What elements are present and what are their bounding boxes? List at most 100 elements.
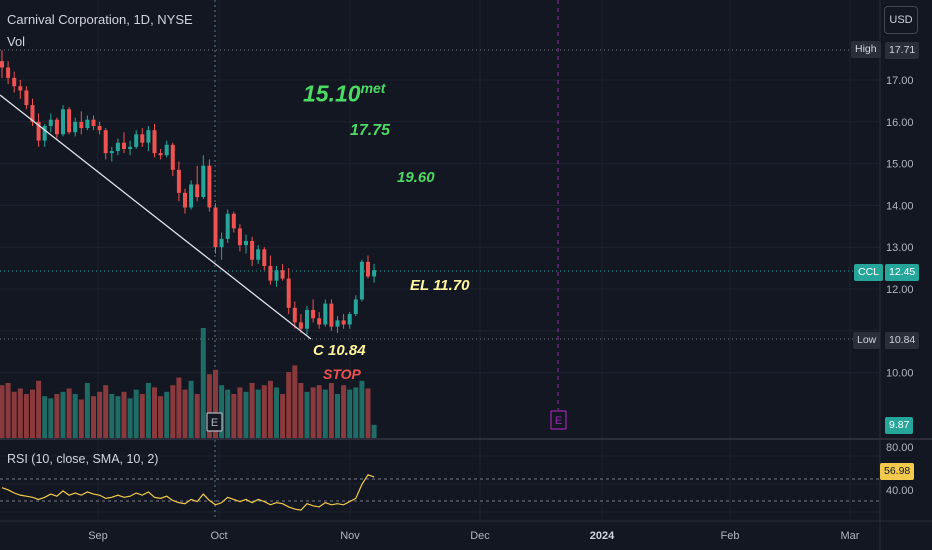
chart-title: Carnival Corporation, 1D, NYSE [7,12,193,27]
candle-body [359,261,364,300]
volume-label: Vol [7,34,26,49]
volume-bar [72,394,78,438]
volume-bar [115,396,121,438]
volume-bar [249,383,255,438]
candle-body [103,130,108,154]
candle-body [12,77,17,87]
earnings-event-marker: E [206,412,223,432]
met-target-superscript: met [360,80,386,96]
volume-bar [206,374,212,438]
volume-bar [219,385,225,438]
candle-body [176,169,181,193]
candle-body [170,144,175,170]
volume-bar [17,388,23,438]
event-marker-label: E [211,417,218,429]
volume-bar [243,391,249,438]
volume-bar [335,394,340,438]
candle-body [323,303,328,325]
candle-body [152,130,157,154]
volume-bar [261,385,267,438]
low-label-badge: Low [853,332,881,349]
volume-bar [341,385,347,438]
candle-body [213,207,218,248]
downtrend-line [0,94,312,340]
volume-bar [231,394,237,438]
candle-body [42,125,47,141]
met-target-annotation: 15.10met [303,80,385,108]
volume-bar [139,394,145,438]
volume-bar [103,385,109,438]
candle-body [292,307,297,323]
candle-body [158,153,163,156]
candle-body [274,270,279,281]
candle-body [122,142,126,149]
volume-bar [310,387,316,438]
candle-body [219,238,224,248]
candle-body [109,151,114,154]
candle-body [0,61,4,68]
price-axis-label: 14.00 [886,200,914,212]
volume-bar [91,396,96,438]
price-axis-label: 15.00 [886,159,914,171]
volume-bar [5,383,11,438]
volume-bar [292,365,298,438]
candle-body [48,119,53,126]
candle-body [244,240,248,246]
candle-body [372,270,377,277]
candle-body [237,228,242,246]
rsi-axis-label: 80.00 [886,442,914,454]
price-axis-label: 10.00 [886,368,914,380]
price-axis-label: 13.00 [886,242,914,254]
candle-body [91,119,96,126]
candle-body [268,266,273,281]
event-marker-label: E [555,415,562,427]
time-axis-label: Feb [721,530,740,542]
volume-bar [48,398,54,438]
stop-annotation: STOP [323,366,361,382]
candle-body [305,309,309,329]
candle-body [189,184,194,208]
candle-body [335,320,340,327]
ticker-badge: CCL [854,264,884,281]
volume-bar [316,385,322,438]
price-axis-label: 16.00 [886,117,914,129]
candle-body [79,121,84,129]
volume-bar [152,387,157,438]
volume-bar [359,380,365,438]
volume-bar [298,383,304,438]
candle-body [262,249,267,267]
candle-body [183,192,187,208]
candle-body [250,240,255,260]
currency-button[interactable]: USD [884,6,918,34]
volume-bar [225,389,231,438]
candle-body [36,121,41,141]
volume-bar [353,387,359,438]
rsi-axis-label: 40.00 [886,485,914,497]
high-label-badge: High [851,41,881,58]
candle-body [298,322,303,329]
volume-bar [127,398,133,438]
volume-bar [176,377,182,438]
time-axis-label: Oct [210,530,227,542]
volume-bar [0,385,5,438]
time-axis-label: 2024 [590,530,615,542]
candle-body [30,105,35,122]
volume-bar [36,380,42,438]
candle-body [366,261,370,277]
volume-bar [365,388,371,438]
candle-body [256,249,261,260]
candle-body [85,119,90,129]
volume-bar [164,391,170,438]
volume-bar [133,389,139,438]
rsi-line [1,474,375,511]
candle-body [146,130,151,143]
volume-bar [274,387,279,438]
candle-body [140,134,145,143]
candle-body [115,142,120,152]
volume-bar [158,396,164,438]
close-low-annotation: C 10.84 [313,342,366,359]
rsi-indicator-label[interactable]: RSI (10, close, SMA, 10, 2) [7,452,159,466]
rsi-value-badge: 56.98 [880,463,915,480]
volume-bar [109,394,115,438]
